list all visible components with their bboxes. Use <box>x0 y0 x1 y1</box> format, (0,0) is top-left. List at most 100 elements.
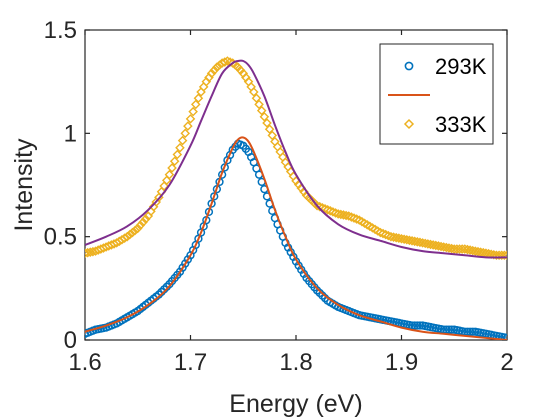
y-axis-label: Intensity <box>10 138 38 232</box>
x-tick-label: 1.8 <box>279 349 312 376</box>
data-point <box>438 242 449 252</box>
data-point <box>135 220 146 231</box>
data-point <box>198 82 209 92</box>
x-tick-label: 1.6 <box>68 349 101 376</box>
legend-label: 333K <box>435 112 487 137</box>
series-1 <box>85 136 507 340</box>
data-point <box>433 241 444 251</box>
data-point <box>209 65 220 76</box>
data-point <box>256 105 267 116</box>
data-point <box>330 208 341 218</box>
data-point <box>254 99 264 110</box>
data-point <box>407 236 417 246</box>
data-point <box>119 233 130 244</box>
data-point <box>499 250 507 261</box>
x-tick-label: 1.9 <box>385 349 418 376</box>
data-point <box>190 99 201 110</box>
data-point <box>425 239 436 250</box>
data-point <box>246 82 256 92</box>
data-point <box>500 333 507 340</box>
data-point <box>351 214 362 224</box>
legend-diamond-sample <box>403 118 415 130</box>
data-point <box>132 223 143 234</box>
fit-line-3 <box>85 59 507 259</box>
data-point <box>465 327 475 336</box>
data-point <box>428 240 438 250</box>
data-point <box>338 210 349 220</box>
data-point <box>222 56 233 66</box>
data-point <box>420 238 431 249</box>
fit-line-1 <box>85 136 507 340</box>
data-point <box>396 233 407 244</box>
data-point <box>172 149 183 160</box>
data-point <box>473 246 483 257</box>
data-point <box>468 327 477 336</box>
data-point <box>264 124 275 134</box>
data-point <box>375 227 386 238</box>
data-point <box>249 87 259 97</box>
series-3 <box>85 59 507 259</box>
data-point <box>454 244 465 254</box>
data-point <box>322 205 333 215</box>
data-point <box>251 93 262 103</box>
legend-label: 293K <box>435 54 487 79</box>
data-point <box>325 206 336 216</box>
data-point <box>497 332 506 340</box>
series-0 <box>85 139 507 340</box>
data-point <box>212 62 222 72</box>
data-point <box>127 227 138 238</box>
data-point <box>378 228 388 239</box>
data-point <box>346 212 357 222</box>
data-point <box>415 321 425 330</box>
data-point <box>447 325 456 334</box>
data-point <box>140 214 151 224</box>
data-point <box>341 210 351 221</box>
data-point <box>417 238 428 248</box>
data-point <box>413 321 422 330</box>
data-point <box>349 213 359 223</box>
data-point <box>470 246 481 256</box>
legend: 293K 333K <box>379 43 494 145</box>
data-point <box>410 321 419 330</box>
data-point <box>85 329 90 338</box>
data-point <box>180 128 191 139</box>
plot-area <box>85 56 507 340</box>
data-point <box>388 232 399 242</box>
data-point <box>275 147 285 157</box>
data-point <box>465 245 475 255</box>
data-point <box>430 240 441 251</box>
data-point <box>130 225 140 236</box>
data-point <box>401 234 412 245</box>
data-point <box>188 106 198 117</box>
x-axis-label: Energy (eV) <box>229 390 362 418</box>
legend-circle-sample <box>404 61 414 71</box>
data-point <box>444 325 454 334</box>
data-point <box>436 241 446 252</box>
data-point <box>312 200 322 211</box>
y-tick-label: 0.5 <box>44 224 77 251</box>
data-point <box>415 237 425 248</box>
data-point <box>404 235 415 246</box>
data-point <box>467 245 478 256</box>
data-point <box>423 239 433 249</box>
y-tick-label: 1.5 <box>44 17 77 44</box>
data-point <box>183 121 193 131</box>
data-point <box>333 209 343 219</box>
data-point <box>412 237 423 247</box>
data-point <box>164 169 175 180</box>
data-point <box>169 156 180 167</box>
data-point <box>399 234 409 245</box>
x-tick-label: 2 <box>500 349 513 376</box>
data-point <box>259 112 270 122</box>
data-point <box>460 244 470 254</box>
data-point <box>167 163 177 173</box>
data-point <box>343 211 354 221</box>
data-point <box>444 243 454 253</box>
y-tick-label: 0 <box>64 327 77 354</box>
data-point <box>193 93 204 103</box>
data-point <box>462 244 473 255</box>
data-point <box>206 68 217 79</box>
data-point <box>391 232 402 243</box>
